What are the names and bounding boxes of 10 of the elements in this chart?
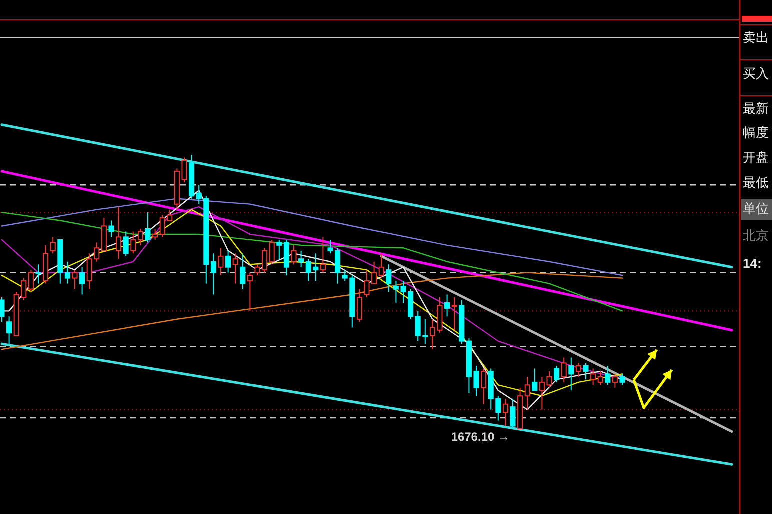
text: 卖出 bbox=[743, 30, 769, 45]
text: 单位 bbox=[743, 201, 769, 216]
text: 最低 bbox=[743, 175, 769, 190]
text: 开盘 bbox=[743, 150, 769, 165]
text: 14: bbox=[743, 256, 762, 271]
text: 幅度 bbox=[743, 125, 769, 140]
text: 1676.10 → bbox=[451, 430, 510, 444]
text: 买入 bbox=[743, 66, 769, 81]
text: 北京 bbox=[743, 228, 769, 243]
text: 最新 bbox=[743, 101, 769, 116]
